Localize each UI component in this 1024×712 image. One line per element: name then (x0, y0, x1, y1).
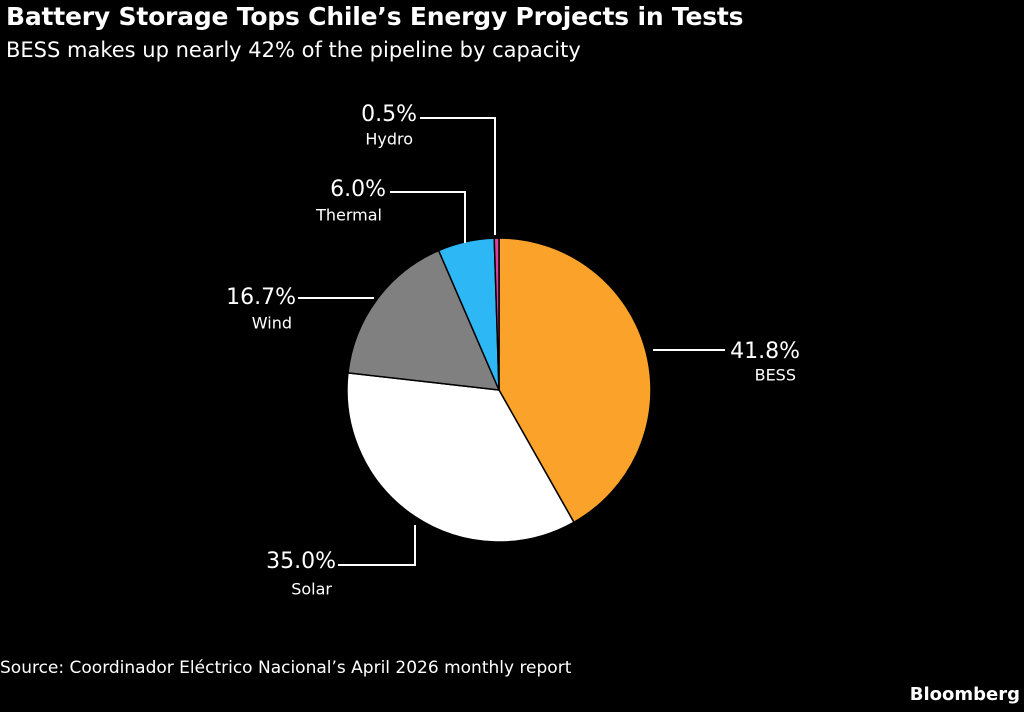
leader-line-solar (338, 525, 416, 566)
leader-lines (298, 117, 725, 566)
slice-label-wind: Wind (252, 314, 292, 333)
pie-slice-hydro (493, 237, 500, 391)
leader-line-hydro (420, 117, 496, 235)
slice-percent-hydro: 0.5% (361, 102, 417, 127)
source-note: Source: Coordinador Eléctrico Nacional’s… (0, 658, 572, 678)
slice-percent-wind: 16.7% (226, 285, 296, 310)
slice-label-hydro: Hydro (365, 130, 413, 149)
pie-slice-wind (347, 249, 501, 391)
pie-slice-bess (498, 237, 652, 524)
slice-label-bess: BESS (755, 366, 796, 385)
slice-percent-solar: 35.0% (266, 549, 336, 574)
slice-label-thermal: Thermal (315, 206, 382, 225)
chart-title: Battery Storage Tops Chile’s Energy Proj… (6, 2, 744, 31)
slice-percent-thermal: 6.0% (330, 177, 386, 202)
pie-slice-solar (346, 372, 575, 543)
slice-labels: 41.8% BESS 35.0% Solar 16.7% Wind 6.0% Thermal 0… (226, 102, 800, 599)
slice-label-solar: Solar (291, 580, 332, 599)
bloomberg-logo: Bloomberg (909, 684, 1020, 705)
chart-subtitle: BESS makes up nearly 42% of the pipeline… (6, 38, 581, 62)
pie-slices (346, 237, 652, 543)
slice-percent-bess: 41.8% (730, 339, 800, 364)
leader-line-thermal (390, 191, 466, 243)
